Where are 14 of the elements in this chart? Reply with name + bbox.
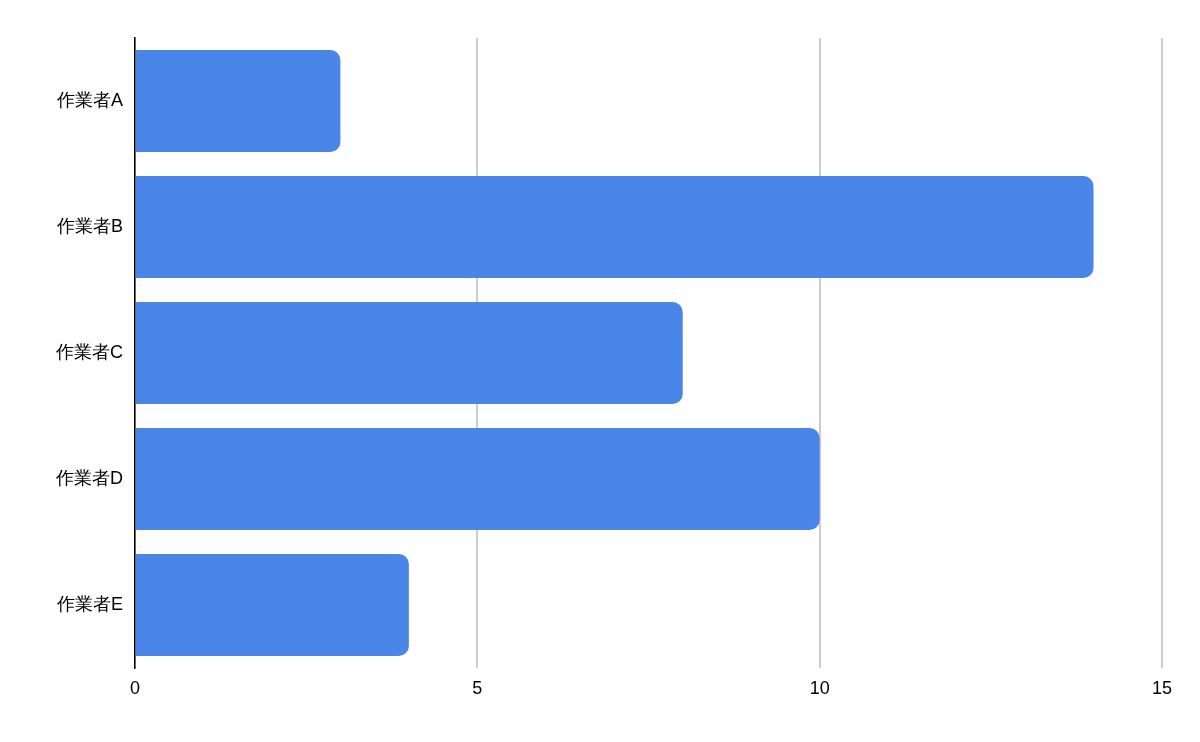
x-tick-label: 10: [809, 677, 830, 698]
y-tick-label: 作業者E: [55, 593, 123, 614]
y-tick-label: 作業者A: [55, 89, 123, 110]
y-tick-label: 作業者C: [55, 341, 123, 362]
x-tick-label: 15: [1151, 677, 1173, 698]
y-tick-label: 作業者B: [55, 215, 123, 236]
bar: [136, 553, 409, 657]
bar: [136, 49, 341, 153]
bar: [136, 301, 683, 405]
bar: [136, 427, 820, 531]
bar: [136, 175, 1094, 279]
x-tick-label: 5: [472, 677, 483, 698]
x-tick-label: 0: [129, 677, 141, 698]
y-tick-label: 作業者D: [55, 467, 123, 488]
